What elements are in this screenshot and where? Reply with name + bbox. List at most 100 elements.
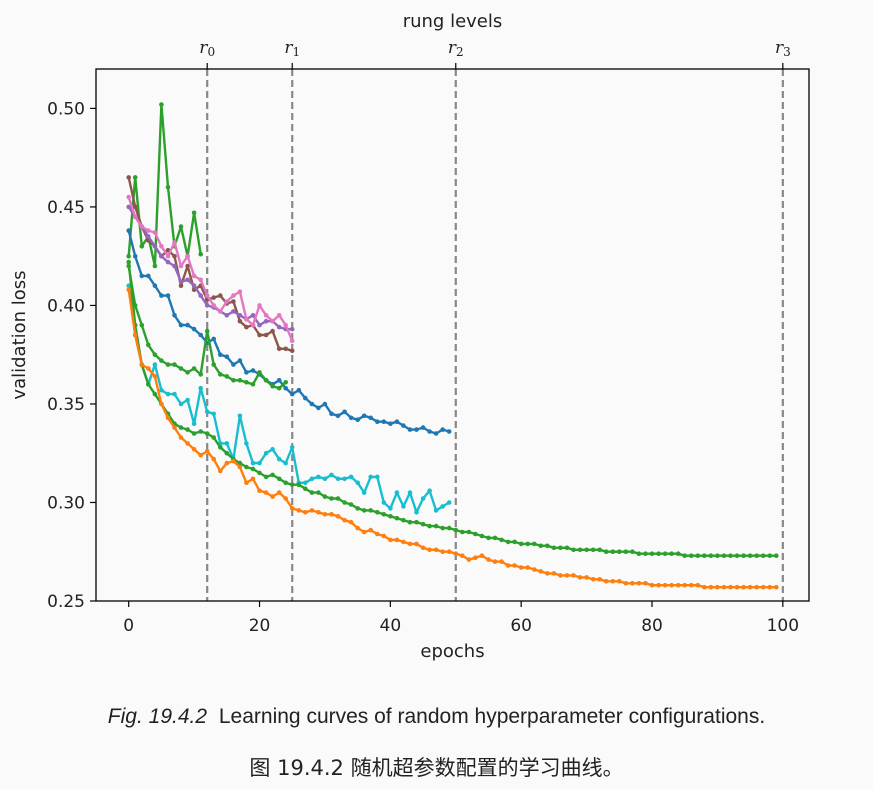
data-point [499,537,504,543]
x-tick-label: 40 [380,616,402,636]
data-point [708,584,714,590]
data-point [401,504,406,509]
data-point [564,573,570,578]
data-point [767,584,773,590]
data-point [296,508,302,513]
data-point [617,549,622,554]
data-point [375,474,380,480]
data-point [643,551,648,556]
rung-label-subscript: 3 [783,45,791,59]
learning-curves-chart: 0 20 40 60 80 100 0.250.300.350.400.450.50 r0… [9,11,810,662]
data-point [348,474,354,480]
data-point [368,527,374,533]
data-point [126,194,131,200]
data-point [747,584,753,590]
data-point [689,582,694,588]
data-point [741,584,746,590]
data-point [532,541,537,547]
data-point [231,458,236,464]
data-point [754,553,759,558]
data-point [571,547,576,553]
data-point [440,427,446,432]
data-point [545,543,550,549]
data-point [198,251,203,257]
data-point [741,553,746,558]
data-point [433,431,439,436]
y-tick-label: 0.35 [47,395,85,415]
data-point [702,584,707,590]
rung-label-symbol: r [775,38,784,58]
data-point [152,362,158,367]
data-point [231,293,236,298]
rung-label: r2 [448,38,464,59]
data-point [446,500,452,505]
data-point [446,549,452,554]
x-tick-label: 100 [767,616,799,636]
data-point [401,517,406,523]
data-point [132,175,138,180]
data-point [159,387,164,393]
data-point [224,354,230,360]
data-point [211,435,216,440]
data-point [662,582,668,588]
data-point [152,263,158,269]
data-point [237,378,243,383]
data-point [414,541,419,547]
data-point [460,529,465,535]
data-point [237,460,243,466]
data-point [204,328,210,334]
data-point [316,510,321,515]
data-point [178,279,184,285]
data-point [159,358,164,363]
rung-label-subscript: 2 [456,45,464,59]
figure-caption-en: Fig. 19.4.2 Learning curves of random hy… [0,705,873,729]
data-point [178,224,184,229]
data-point [460,553,465,558]
data-point [617,579,622,584]
data-point [152,391,158,397]
data-point [250,382,256,387]
data-point [689,553,694,558]
data-point [721,553,727,558]
series-6 [126,283,452,515]
data-point [289,445,295,450]
data-point [172,253,177,259]
data-point [270,328,275,334]
rung-label-symbol: r [284,38,293,58]
data-point [512,563,517,568]
data-point [774,553,779,558]
data-point [218,372,223,377]
data-point [276,313,282,318]
data-point [584,547,589,553]
data-point [486,557,491,562]
data-point [774,584,779,590]
data-point [427,523,432,529]
x-tick-label: 0 [123,616,134,636]
data-point [303,510,308,515]
data-point [342,500,347,505]
data-point [597,547,602,553]
series-8 [126,287,779,590]
data-point [335,514,341,519]
data-point [237,313,243,318]
data-point [172,362,177,367]
data-point [754,584,759,590]
data-point [303,395,308,401]
data-point [342,476,347,482]
data-point [649,551,655,556]
data-point [453,551,459,556]
data-point [394,515,400,521]
data-point [152,244,158,249]
rung-label-symbol: r [199,38,208,58]
data-point [132,332,138,338]
series-2 [126,204,295,332]
data-point [407,541,413,547]
data-point [316,405,321,411]
data-point [433,547,439,553]
data-point [316,474,321,480]
data-point [191,326,197,332]
data-point [401,423,406,428]
data-point [407,427,413,432]
data-point [433,508,439,513]
data-point [237,318,243,324]
